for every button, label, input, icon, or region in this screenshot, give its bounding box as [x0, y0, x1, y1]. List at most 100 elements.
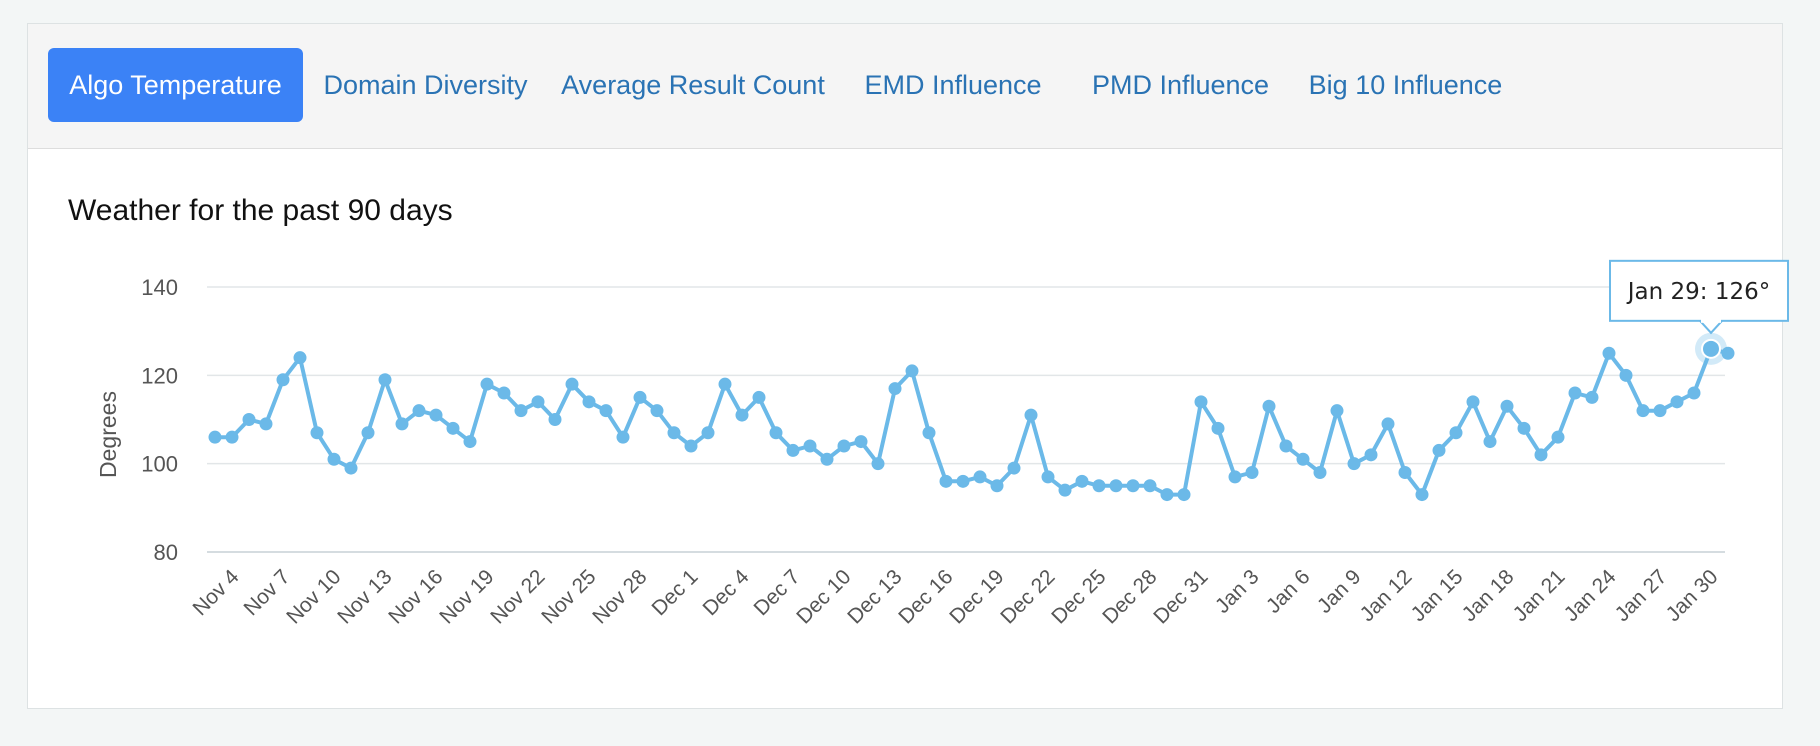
tab-emd-influence[interactable]: EMD Influence [864, 69, 1042, 100]
x-tick-label: Nov 19 [435, 565, 498, 628]
data-point [1024, 408, 1038, 422]
data-point [344, 461, 358, 475]
chart-panel: Algo Temperature Domain Diversity Averag… [27, 23, 1783, 709]
data-point [1466, 395, 1480, 409]
x-tick-label: Jan 30 [1662, 565, 1723, 626]
data-point [1279, 439, 1293, 453]
x-tick-label: Jan 27 [1611, 565, 1672, 626]
data-point [1432, 443, 1446, 457]
data-point [616, 430, 630, 444]
data-point [1075, 474, 1089, 488]
data-point [667, 426, 681, 440]
data-point [820, 452, 834, 466]
data-point [752, 390, 766, 404]
data-point [1041, 470, 1055, 484]
data-point [888, 382, 902, 396]
tab-algo-temperature[interactable]: Algo Temperature [48, 48, 303, 122]
data-point [1194, 395, 1208, 409]
data-point [769, 426, 783, 440]
data-point [1160, 488, 1174, 502]
data-point [922, 426, 936, 440]
tooltip-label: Jan 29: 126° [1626, 279, 1771, 305]
data-point [1330, 404, 1344, 418]
data-point [1347, 457, 1361, 471]
data-point [446, 421, 460, 435]
x-tick-label: Jan 21 [1509, 565, 1570, 626]
x-tick-label: Jan 3 [1211, 565, 1264, 618]
data-point [548, 413, 562, 426]
data-point [531, 395, 545, 409]
data-point [1296, 452, 1310, 466]
x-tick-label: Nov 22 [486, 565, 549, 628]
x-tick-label: Nov 4 [188, 565, 243, 620]
data-point [837, 439, 851, 453]
x-tick-label: Dec 4 [698, 565, 753, 620]
x-tick-label: Nov 16 [384, 565, 447, 628]
tab-average-result-count[interactable]: Average Result Count [561, 69, 825, 100]
data-point [633, 390, 647, 404]
data-point [1551, 430, 1565, 444]
tab-pmd-influence[interactable]: PMD Influence [1091, 69, 1270, 100]
data-point [1517, 421, 1531, 435]
data-point [1721, 346, 1735, 360]
data-point [1126, 479, 1140, 493]
data-point [1313, 466, 1327, 479]
y-tick-label: 140 [141, 275, 178, 300]
data-point [1483, 435, 1497, 449]
data-point [497, 386, 511, 400]
data-point [1007, 461, 1021, 475]
data-point [412, 404, 426, 418]
data-point [429, 408, 443, 422]
x-tick-label: Dec 31 [1149, 565, 1212, 628]
data-point [361, 426, 375, 440]
chart-title: Weather for the past 90 days [68, 194, 453, 227]
x-tick-label: Jan 18 [1458, 565, 1519, 626]
data-point [225, 430, 239, 444]
data-point [565, 377, 579, 391]
data-point [1585, 390, 1599, 404]
x-tick-label: Jan 6 [1262, 565, 1315, 618]
data-point [1602, 346, 1616, 360]
data-point [378, 373, 392, 387]
data-point [1211, 421, 1225, 435]
data-point [1228, 470, 1242, 484]
data-point [514, 404, 528, 418]
data-point [310, 426, 324, 440]
data-point [1058, 483, 1072, 497]
y-tick-label: 120 [141, 363, 178, 388]
data-point [1415, 488, 1429, 502]
data-point [803, 439, 817, 453]
data-point [293, 351, 307, 365]
data-point [463, 435, 477, 449]
x-tick-label: Jan 12 [1356, 565, 1417, 626]
data-point [718, 377, 732, 391]
y-tick-label: 80 [154, 540, 178, 565]
data-point [1245, 466, 1259, 479]
data-point [786, 443, 800, 457]
x-tick-label: Jan 15 [1407, 565, 1468, 626]
tooltip-joint [1701, 318, 1721, 323]
data-point [871, 457, 885, 471]
tab-domain-diversity[interactable]: Domain Diversity [323, 69, 528, 100]
data-point [259, 417, 273, 431]
data-point [599, 404, 613, 418]
series-line [215, 346, 1729, 497]
data-point [990, 479, 1004, 493]
data-point [735, 408, 749, 422]
x-tick-label: Dec 28 [1098, 565, 1161, 628]
data-point [1670, 395, 1684, 409]
data-point [956, 474, 970, 488]
data-point [395, 417, 409, 431]
data-point [1619, 368, 1633, 382]
tab-bar: Algo Temperature Domain Diversity Averag… [28, 24, 1782, 149]
data-point [973, 470, 987, 484]
x-tick-label: Jan 24 [1560, 565, 1621, 626]
data-point [1398, 466, 1412, 479]
x-tick-label: Dec 10 [792, 565, 855, 628]
x-tick-label: Dec 25 [1047, 565, 1110, 628]
data-point [1262, 399, 1276, 413]
tab-big-10-influence[interactable]: Big 10 Influence [1308, 69, 1503, 100]
data-point [480, 377, 494, 391]
x-tick-label: Dec 16 [894, 565, 957, 628]
data-point [1687, 386, 1701, 400]
